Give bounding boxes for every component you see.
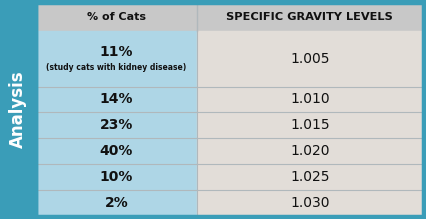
Text: 1.010: 1.010 [290,92,330,106]
Text: 40%: 40% [100,144,133,158]
Bar [36,138,197,164]
Text: 11%: 11% [100,45,133,59]
Bar [36,190,197,216]
Text: 2%: 2% [104,196,128,210]
Bar [36,3,423,31]
Text: 1.020: 1.020 [290,144,330,158]
Bar [0,0,36,219]
Text: 1.025: 1.025 [290,170,330,184]
Text: 1.005: 1.005 [290,52,330,66]
Bar [197,164,423,190]
Bar [197,112,423,138]
Text: 1.030: 1.030 [290,196,330,210]
Text: 1.015: 1.015 [290,118,330,132]
Text: 14%: 14% [100,92,133,106]
Bar [197,138,423,164]
Text: (study cats with kidney disease): (study cats with kidney disease) [46,63,187,72]
Bar [197,87,423,112]
Bar [197,31,423,87]
Bar [36,87,197,112]
Bar [36,112,197,138]
Bar [36,164,197,190]
Bar [197,190,423,216]
Text: Analysis: Analysis [9,71,27,148]
Text: % of Cats: % of Cats [87,12,146,22]
Text: 23%: 23% [100,118,133,132]
Bar [36,31,197,87]
Text: 10%: 10% [100,170,133,184]
Text: SPECIFIC GRAVITY LEVELS: SPECIFIC GRAVITY LEVELS [227,12,393,22]
